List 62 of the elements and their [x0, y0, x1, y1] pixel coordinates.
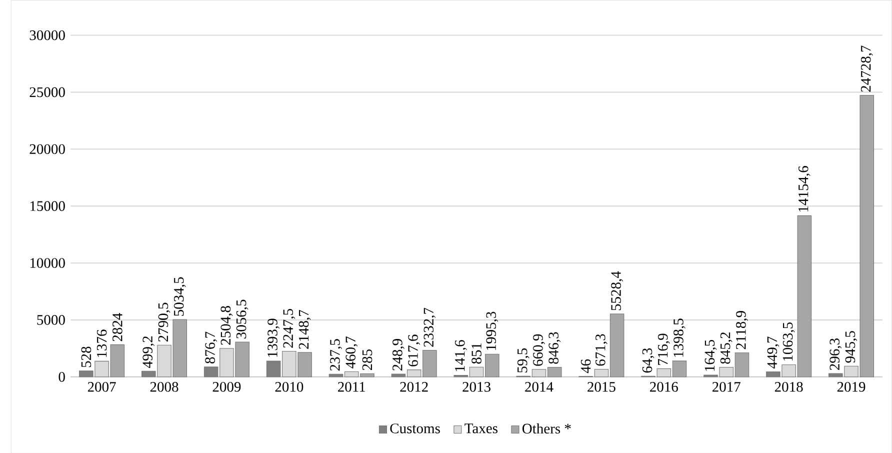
x-tick-label: 2017: [712, 382, 740, 392]
data-label: 285: [362, 349, 372, 370]
x-tick-label: 2010: [275, 382, 304, 392]
x-tick-label: 2014: [525, 382, 554, 392]
x-tick-label: 2013: [462, 382, 490, 392]
x-tick-label: 2008: [150, 382, 178, 392]
data-label: 2247,5: [283, 308, 296, 348]
x-tick-label: 2019: [837, 382, 866, 392]
data-label: 660,9: [533, 334, 545, 366]
y-tick-label: 0: [58, 372, 65, 382]
data-label: 2118,9: [736, 310, 748, 350]
data-label: 3056,5: [236, 300, 248, 338]
data-label: 2332,7: [424, 308, 436, 347]
y-tick-label: 15000: [30, 200, 65, 211]
data-label: 1398,5: [674, 318, 686, 357]
x-tick-label: 2016: [650, 382, 678, 392]
data-label: 2824: [112, 312, 122, 341]
x-tick-label: 2009: [212, 382, 241, 392]
data-label: 5034,5: [174, 277, 186, 316]
data-label: 1393,9: [268, 318, 280, 357]
data-label: 716,9: [658, 334, 670, 365]
data-label: 945,5: [845, 330, 858, 363]
y-tick-label: 20000: [30, 144, 65, 154]
data-label: 1995,3: [486, 312, 498, 350]
data-label: 237,5: [330, 338, 342, 370]
data-label: 14154,6: [798, 166, 810, 212]
data-label: 24728,7: [860, 45, 873, 92]
x-tick-label: 2007: [88, 382, 116, 392]
data-label: 2790,5: [158, 302, 170, 342]
x-tick-label: 2015: [588, 382, 616, 392]
data-label: 248,9: [392, 338, 404, 370]
legend-label: Others *: [522, 423, 571, 434]
data-label: 846,3: [548, 332, 561, 364]
legend-label: Taxes: [464, 423, 498, 434]
data-label: 876,7: [205, 332, 218, 364]
data-label: 460,7: [346, 336, 358, 368]
data-label: 1063,5: [782, 322, 795, 360]
x-tick-label: 2012: [400, 382, 428, 392]
data-label: 296,3: [830, 338, 842, 370]
y-tick-label: 5000: [37, 314, 65, 325]
data-label: 64,3: [642, 348, 654, 372]
data-label: 2148,7: [298, 310, 311, 349]
data-label: 59,5: [517, 348, 530, 372]
data-label: 5528,4: [611, 271, 624, 310]
data-label: 46: [580, 359, 591, 373]
data-label: 141,6: [455, 340, 467, 371]
data-label: 851: [472, 343, 482, 364]
data-label: 2504,8: [220, 306, 233, 345]
data-label: 617,6: [408, 334, 420, 366]
data-label: 671,3: [596, 334, 608, 366]
data-label: 528: [81, 346, 92, 367]
x-tick-label: 2011: [338, 382, 365, 392]
data-label: 845,2: [720, 332, 732, 364]
data-label: 164,5: [704, 340, 717, 371]
y-tick-label: 10000: [30, 258, 65, 268]
y-tick-label: 30000: [30, 30, 65, 40]
data-label: 499,2: [142, 336, 155, 368]
legend-label: Customs: [390, 423, 440, 434]
data-label: 449,7: [767, 336, 780, 368]
y-tick-label: 25000: [30, 87, 65, 97]
x-tick-label: 2018: [774, 382, 803, 392]
data-label: 1376: [96, 329, 107, 357]
